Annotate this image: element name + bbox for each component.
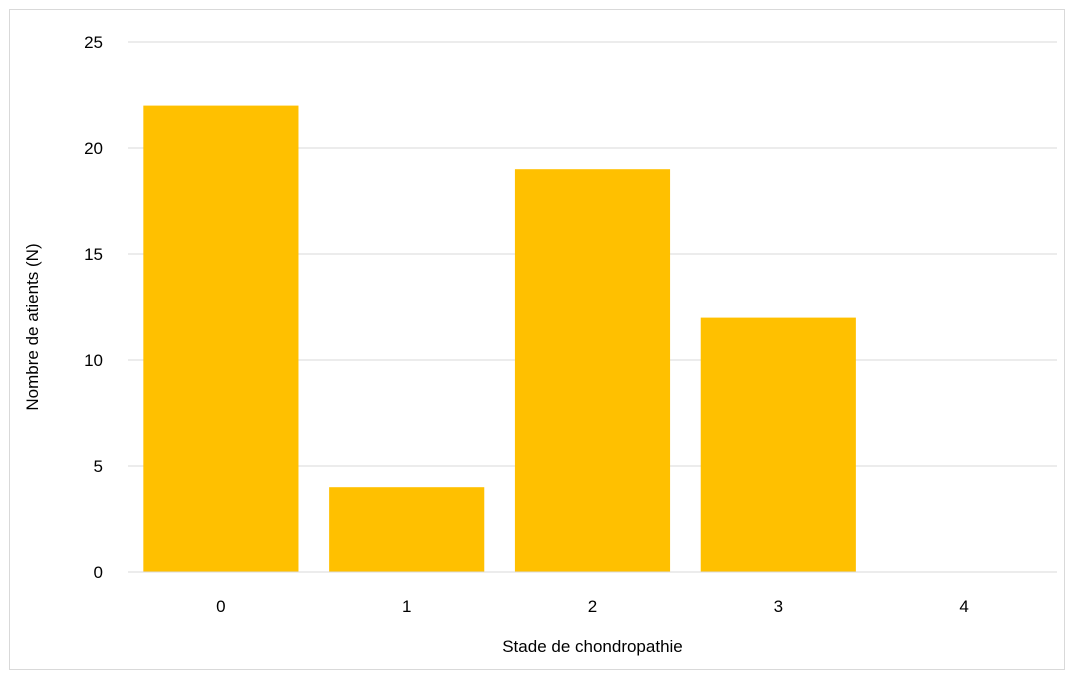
bar-0	[143, 105, 299, 572]
x-tick-label: 1	[402, 597, 411, 616]
x-axis-title: Stade de chondropathie	[502, 637, 683, 656]
y-tick-label: 20	[84, 139, 103, 158]
y-tick-labels: 0 5 10 15 20 25	[84, 33, 103, 582]
y-tick-label: 5	[94, 457, 103, 476]
x-tick-label: 0	[216, 597, 225, 616]
y-tick-label: 15	[84, 245, 103, 264]
y-axis-title: Nombre de atients (N)	[23, 243, 42, 410]
x-tick-labels: 0 1 2 3 4	[216, 597, 969, 616]
x-tick-label: 4	[959, 597, 968, 616]
bar-1	[329, 487, 485, 572]
y-tick-label: 10	[84, 351, 103, 370]
y-tick-label: 25	[84, 33, 103, 52]
y-tick-label: 0	[94, 563, 103, 582]
x-tick-label: 3	[774, 597, 783, 616]
bars	[143, 105, 856, 572]
bar-3	[700, 317, 856, 572]
bar-2	[514, 169, 671, 572]
x-tick-label: 2	[588, 597, 597, 616]
